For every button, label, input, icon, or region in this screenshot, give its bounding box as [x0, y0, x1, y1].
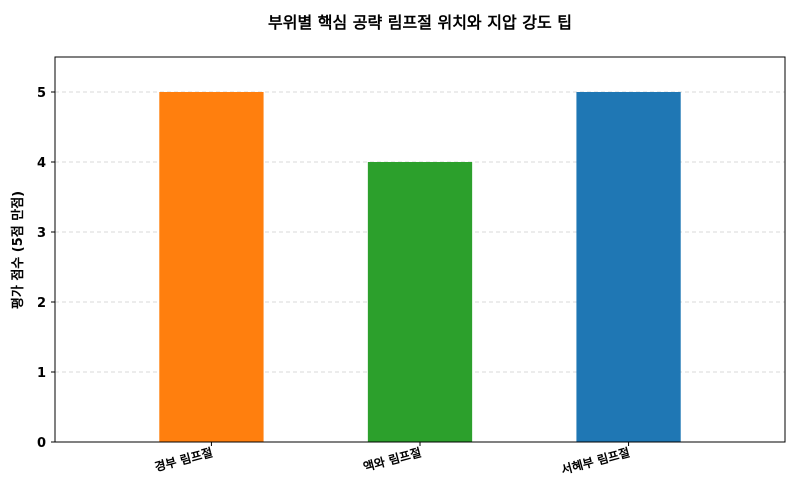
y-tick-label: 5 — [37, 86, 46, 101]
y-axis: 0 1 2 3 4 5 — [37, 86, 55, 451]
x-tick-label: 액와 림프절 — [362, 444, 423, 474]
y-tick-label: 1 — [37, 366, 46, 381]
bars — [159, 92, 681, 442]
y-tick-label: 3 — [37, 226, 46, 241]
bar — [159, 92, 264, 442]
x-tick-label: 경부 림프절 — [153, 445, 214, 474]
y-tick-label: 4 — [37, 156, 46, 171]
x-tick-label: 서혜부 림프절 — [559, 444, 631, 477]
y-axis-title: 평가 점수 (5점 만점) — [10, 191, 26, 309]
bar — [367, 162, 473, 442]
bar — [576, 92, 681, 442]
y-tick-label: 2 — [37, 296, 46, 311]
x-axis: 경부 림프절 액와 림프절 서혜부 림프절 — [153, 442, 631, 477]
chart-title: 부위별 핵심 공략 림프절 위치와 지압 강도 팁 — [268, 13, 572, 32]
y-tick-label: 0 — [37, 436, 46, 451]
